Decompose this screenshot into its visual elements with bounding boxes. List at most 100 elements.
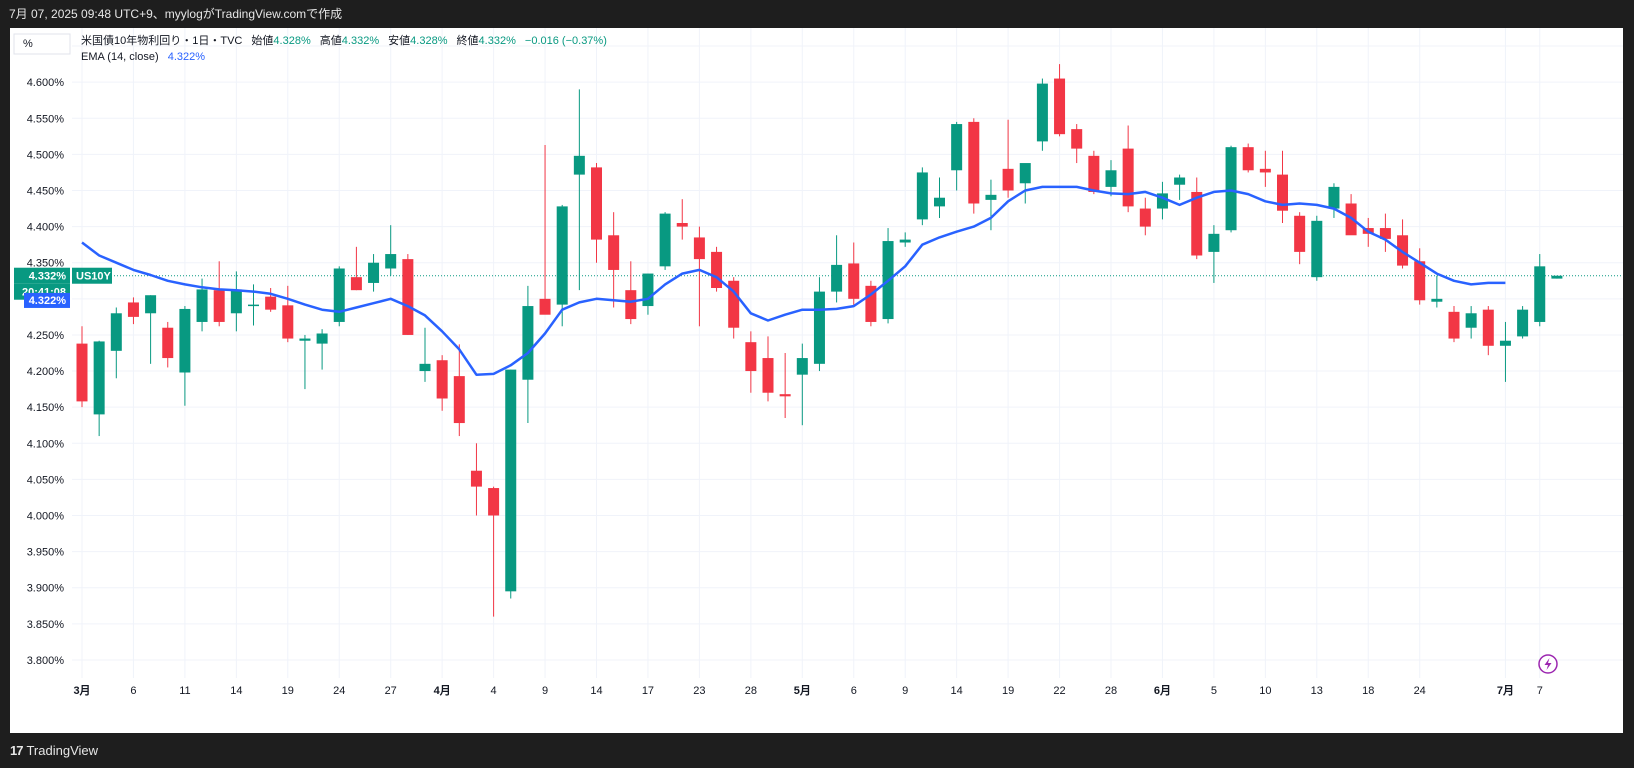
candle-body	[1156, 193, 1168, 209]
candle[interactable]	[1465, 306, 1477, 339]
candle[interactable]	[402, 254, 414, 335]
candle[interactable]	[1482, 306, 1494, 356]
candle-body	[505, 369, 517, 592]
candle[interactable]	[762, 336, 774, 402]
candle[interactable]	[934, 177, 945, 218]
candle[interactable]	[676, 199, 688, 240]
candle[interactable]	[333, 266, 345, 327]
candle[interactable]	[1139, 197, 1151, 236]
candle[interactable]	[539, 145, 551, 315]
candle[interactable]	[470, 443, 482, 516]
candle[interactable]	[1379, 213, 1391, 252]
candle[interactable]	[110, 307, 122, 379]
candle[interactable]	[488, 486, 500, 617]
candle[interactable]	[282, 285, 294, 343]
candle[interactable]	[162, 321, 174, 368]
price-chart[interactable]: 3.800% 3.850% 3.900% 3.950% 4.000% 4.050% 4.10…	[10, 28, 1623, 733]
candle[interactable]	[145, 295, 157, 364]
candle[interactable]	[299, 334, 311, 390]
candle[interactable]	[608, 212, 620, 308]
candle[interactable]	[350, 246, 362, 291]
candle[interactable]	[642, 273, 654, 315]
tradingview-logo[interactable]: 17 TradingView	[10, 743, 98, 758]
y-tick-label: 4.050%	[27, 474, 65, 486]
candle[interactable]	[93, 340, 105, 437]
candle[interactable]	[453, 344, 465, 437]
candle[interactable]	[1208, 225, 1220, 283]
candle[interactable]	[1105, 160, 1117, 197]
candle[interactable]	[745, 331, 757, 393]
ema-legend-value: 4.322%	[168, 51, 206, 63]
legend-symbol[interactable]: 米国債10年物利回り・1日・TVC	[81, 33, 242, 47]
candle[interactable]	[1517, 306, 1529, 339]
candle[interactable]	[556, 204, 568, 327]
candle[interactable]	[213, 261, 225, 327]
chart-frame[interactable]: 3.800% 3.850% 3.900% 3.950% 4.000% 4.050% 4.10…	[10, 28, 1623, 733]
candle[interactable]	[419, 327, 431, 382]
ema-line	[81, 185, 1506, 376]
candle[interactable]	[385, 225, 397, 276]
candle[interactable]	[1259, 150, 1271, 187]
candle[interactable]	[1156, 181, 1168, 220]
candle[interactable]	[951, 121, 963, 191]
candle[interactable]	[265, 288, 277, 312]
candle[interactable]	[1002, 119, 1014, 198]
candle[interactable]	[76, 326, 88, 408]
candle-body	[1448, 311, 1460, 339]
candle[interactable]	[230, 271, 242, 332]
candle[interactable]	[1122, 125, 1134, 213]
candle[interactable]	[1448, 306, 1460, 343]
candle[interactable]	[968, 118, 980, 214]
candle[interactable]	[1431, 275, 1443, 308]
candle[interactable]	[1242, 143, 1254, 173]
candle[interactable]	[368, 254, 380, 292]
candle[interactable]	[1225, 145, 1237, 233]
ema-legend-label[interactable]: EMA (14, close)	[81, 51, 159, 63]
candle[interactable]	[1328, 183, 1340, 218]
candle[interactable]	[1054, 64, 1066, 137]
candle[interactable]	[693, 226, 705, 327]
candle[interactable]	[1311, 215, 1323, 281]
candle[interactable]	[848, 242, 860, 307]
candle[interactable]	[1551, 275, 1563, 279]
candle[interactable]	[1088, 150, 1100, 195]
candle[interactable]	[1174, 174, 1186, 200]
candle[interactable]	[625, 261, 637, 325]
candle[interactable]	[1191, 177, 1203, 260]
scale-button-label: %	[23, 38, 33, 50]
candle[interactable]	[127, 297, 139, 325]
candle[interactable]	[1499, 321, 1511, 382]
candle[interactable]	[916, 167, 928, 226]
candle[interactable]	[1277, 150, 1288, 223]
candle[interactable]	[882, 228, 894, 324]
candle[interactable]	[899, 232, 911, 247]
candle[interactable]	[985, 179, 997, 231]
x-tick-label: 18	[1362, 685, 1374, 697]
candle[interactable]	[728, 277, 740, 339]
candle[interactable]	[1071, 124, 1083, 164]
candle[interactable]	[865, 280, 877, 327]
candle[interactable]	[1534, 254, 1546, 327]
candle[interactable]	[316, 329, 328, 370]
candle[interactable]	[573, 89, 585, 291]
candle[interactable]	[1019, 163, 1031, 204]
candle[interactable]	[779, 353, 791, 418]
candle[interactable]	[831, 235, 843, 303]
candle[interactable]	[1036, 78, 1048, 151]
candle-body	[1414, 261, 1426, 301]
lightning-icon[interactable]	[1538, 654, 1558, 674]
candle-body	[1431, 298, 1443, 302]
candle[interactable]	[1294, 212, 1306, 265]
candle-body	[659, 213, 671, 267]
candle[interactable]	[591, 163, 602, 263]
candle[interactable]	[505, 369, 517, 599]
candle[interactable]	[1414, 248, 1426, 305]
candle[interactable]	[711, 246, 723, 292]
candle[interactable]	[179, 306, 191, 406]
candle[interactable]	[796, 343, 808, 426]
candle[interactable]	[813, 277, 825, 372]
scale-button[interactable]	[13, 33, 71, 55]
candle[interactable]	[659, 212, 671, 270]
candle[interactable]	[436, 355, 448, 411]
candle-body	[968, 121, 980, 204]
